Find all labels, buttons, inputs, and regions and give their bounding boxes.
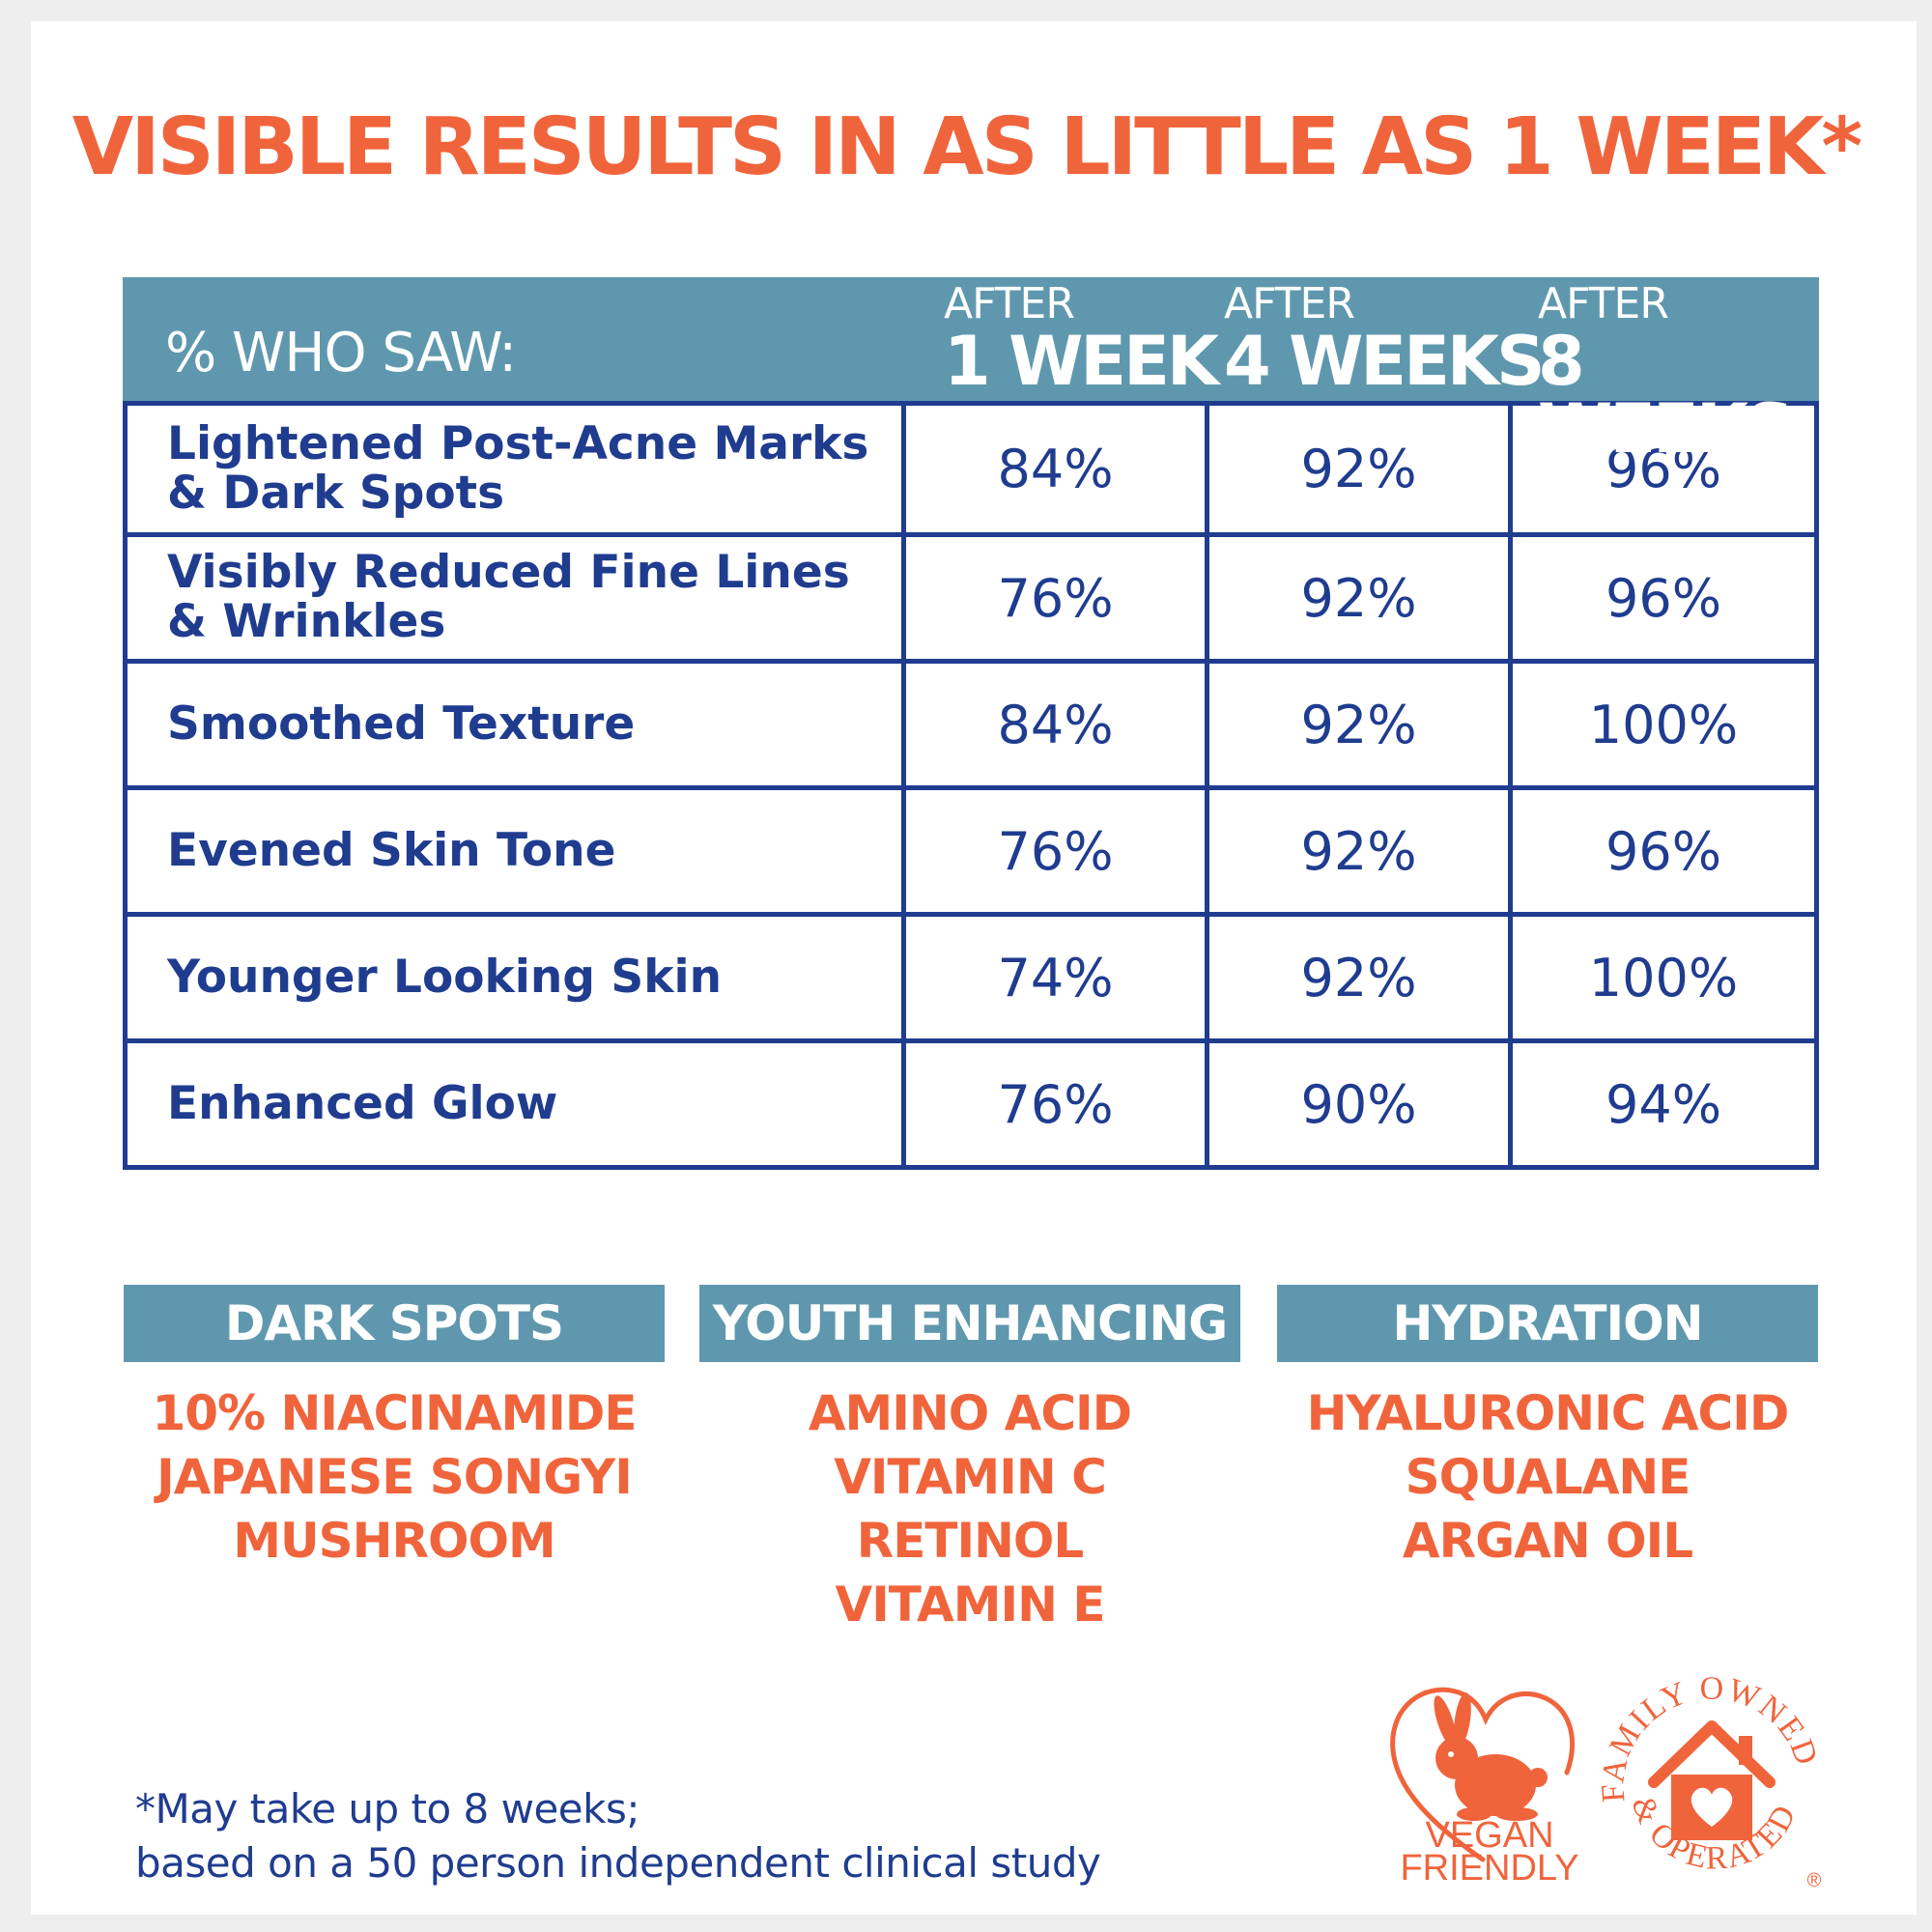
ingredient-column-hydration: HYDRATION HYALURONIC ACID SQUALANE ARGAN… xyxy=(1277,1285,1818,1573)
value-cell: 92% xyxy=(1209,537,1513,659)
table-header: % WHO SAW: AFTER 1 WEEK AFTER 4 WEEKS AF… xyxy=(123,277,1819,463)
ingredient-column-dark-spots: DARK SPOTS 10% NIACINAMIDE JAPANESE SONG… xyxy=(124,1285,665,1573)
vegan-label-line1: VEGAN xyxy=(1425,1815,1553,1856)
ingredient-list: HYALURONIC ACID SQUALANE ARGAN OIL xyxy=(1277,1381,1818,1573)
table-row: Enhanced Glow 76% 90% 94% xyxy=(128,1038,1814,1165)
value-cell: 84% xyxy=(906,406,1209,532)
results-table: % WHO SAW: AFTER 1 WEEK AFTER 4 WEEKS AF… xyxy=(123,277,1819,1170)
table-row: Visibly Reduced Fine Lines & Wrinkles 76%… xyxy=(128,532,1814,659)
value-cell: 92% xyxy=(1209,406,1513,532)
ingredient-heading: YOUTH ENHANCING xyxy=(699,1285,1240,1362)
value-cell: 100% xyxy=(1588,694,1739,755)
value-cell: 92% xyxy=(1209,664,1513,785)
ingredient-heading: DARK SPOTS xyxy=(124,1285,665,1362)
table-row: Smoothed Texture 84% 92% 100% xyxy=(128,659,1814,785)
headline: VISIBLE RESULTS IN AS LITTLE AS 1 WEEK* xyxy=(71,101,1863,193)
ingredient-item: SQUALANE xyxy=(1405,1449,1691,1505)
rabbit-heart-icon: VEGAN FRIENDLY xyxy=(1390,1687,1579,1889)
family-owned-badge: FAMILY OWNED & OPERATED ® xyxy=(1594,1657,1831,1893)
footnote-line1: *May take up to 8 weeks; xyxy=(135,1785,640,1833)
value-cell: 100% xyxy=(1588,947,1739,1009)
ingredient-item: 10% NIACINAMIDE xyxy=(152,1385,637,1441)
ingredient-item: JAPANESE SONGYI xyxy=(156,1449,633,1505)
row-label: Lightened Post-Acne Marks & Dark Spots xyxy=(128,406,906,532)
value-cell: 92% xyxy=(1209,917,1513,1038)
corner-label: % WHO SAW: xyxy=(165,322,517,384)
row-label: Younger Looking Skin xyxy=(128,917,906,1038)
vegan-label-line2: FRIENDLY xyxy=(1400,1848,1578,1884)
period-small: AFTER xyxy=(1538,279,1669,328)
value-cell: 76% xyxy=(906,790,1209,912)
value-cell: 96% xyxy=(1605,567,1722,629)
ingredient-item: MUSHROOM xyxy=(233,1513,555,1569)
row-label: Visibly Reduced Fine Lines & Wrinkles xyxy=(128,537,906,659)
period-header-1: AFTER 1 WEEK xyxy=(944,279,1219,401)
ingredient-item: RETINOL xyxy=(856,1513,1085,1569)
ingredient-item: ARGAN OIL xyxy=(1402,1513,1693,1569)
ingredient-item: HYALURONIC ACID xyxy=(1306,1385,1790,1441)
footnote: *May take up to 8 weeks; based on a 50 p… xyxy=(135,1782,1101,1890)
period-big: 1 WEEK xyxy=(944,322,1219,401)
row-label-line2: & Dark Spots xyxy=(167,466,505,520)
value-cell: 90% xyxy=(1209,1043,1513,1165)
period-small: AFTER xyxy=(1224,279,1355,328)
value-cell: 96% xyxy=(1605,439,1722,499)
value-cell: 94% xyxy=(1605,1073,1722,1135)
period-header-2: AFTER 4 WEEKS xyxy=(1224,279,1546,401)
value-cell: 76% xyxy=(906,1043,1209,1165)
ingredient-item: AMINO ACID xyxy=(808,1385,1132,1441)
period-header-3: AFTER 8 WEEKS xyxy=(1538,279,1819,469)
table-row: Younger Looking Skin 74% 92% 100% xyxy=(128,912,1814,1038)
row-label-line1: Visibly Reduced Fine Lines xyxy=(167,546,850,600)
table-row: Lightened Post-Acne Marks & Dark Spots 84… xyxy=(128,406,1814,532)
row-label: Smoothed Texture xyxy=(128,664,906,785)
registered-mark: ® xyxy=(1807,1870,1822,1891)
period-big: 4 WEEKS xyxy=(1224,322,1546,401)
table-row: Evened Skin Tone 76% 92% 96% xyxy=(128,785,1814,912)
value-cell: 76% xyxy=(906,537,1209,659)
ingredient-heading: HYDRATION xyxy=(1277,1285,1818,1362)
period-big: 8 WEEKS xyxy=(1538,322,1795,469)
footnote-line2: based on a 50 person independent clinica… xyxy=(135,1839,1101,1887)
table-body: Lightened Post-Acne Marks & Dark Spots 84… xyxy=(123,401,1819,1170)
value-cell: 96% xyxy=(1605,820,1722,882)
ingredient-list: AMINO ACID VITAMIN C RETINOL VITAMIN E xyxy=(699,1381,1240,1636)
value-cell: 84% xyxy=(906,664,1209,785)
house-heart-icon: FAMILY OWNED & OPERATED ® xyxy=(1595,1671,1823,1891)
ingredient-list: 10% NIACINAMIDE JAPANESE SONGYI MUSHROOM xyxy=(124,1381,665,1573)
ingredient-item: VITAMIN E xyxy=(835,1577,1106,1633)
value-cell: 74% xyxy=(906,917,1209,1038)
vegan-friendly-badge: VEGAN FRIENDLY xyxy=(1381,1662,1584,1889)
row-label-line2: & Wrinkles xyxy=(167,595,446,648)
row-label: Evened Skin Tone xyxy=(128,790,906,912)
row-label: Enhanced Glow xyxy=(128,1043,906,1165)
row-label-line1: Lightened Post-Acne Marks xyxy=(167,416,869,470)
value-cell: 92% xyxy=(1209,790,1513,912)
ingredient-item: VITAMIN C xyxy=(834,1449,1107,1505)
ingredient-column-youth-enhancing: YOUTH ENHANCING AMINO ACID VITAMIN C RET… xyxy=(699,1285,1240,1636)
period-small: AFTER xyxy=(944,279,1075,328)
